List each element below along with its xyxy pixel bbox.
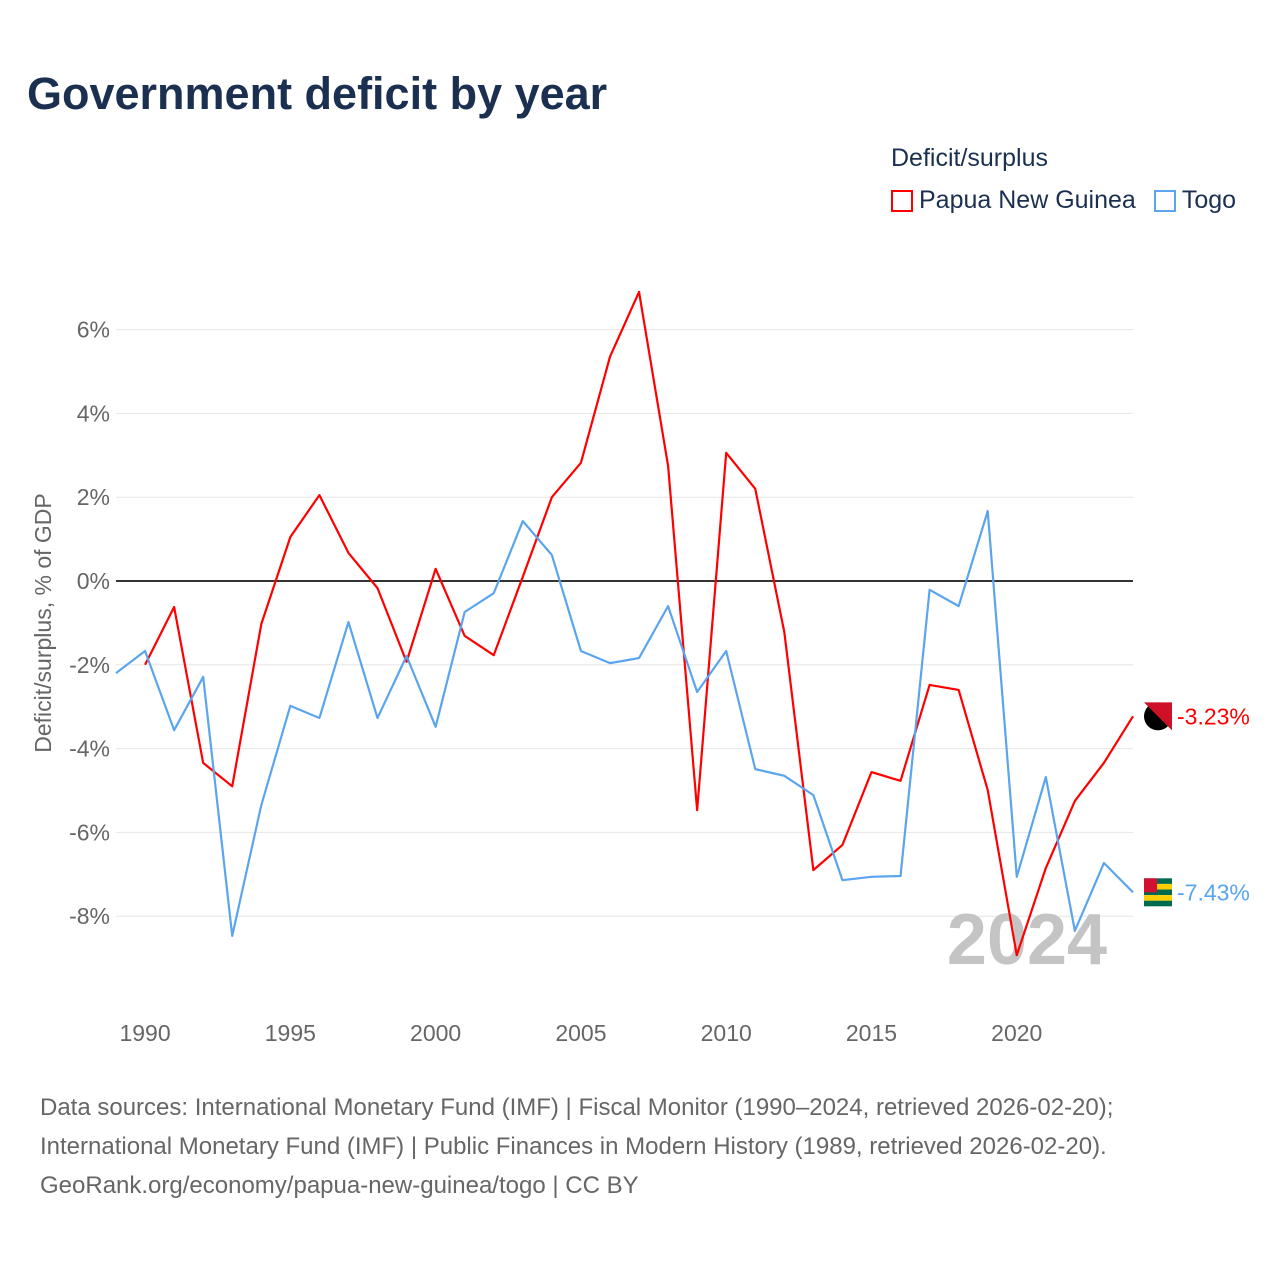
y-axis-label: Deficit/surplus, % of GDP bbox=[30, 493, 56, 752]
end-value-label-togo: -7.43% bbox=[1177, 879, 1250, 905]
legend-label: Papua New Guinea bbox=[919, 186, 1136, 214]
legend-label: Togo bbox=[1181, 186, 1237, 214]
chart-title: Government deficit by year bbox=[27, 68, 608, 119]
y-tick-label: -2% bbox=[69, 652, 110, 678]
year-watermark: 2024 bbox=[947, 900, 1107, 980]
y-tick-label: 6% bbox=[77, 317, 110, 343]
flag-stripe bbox=[1144, 900, 1172, 907]
legend-item-papua-new-guinea[interactable]: Papua New Guinea bbox=[891, 186, 1136, 215]
x-tick-label: 2015 bbox=[846, 1020, 897, 1046]
y-tick-label: -8% bbox=[69, 903, 110, 929]
flag-icon-papua-new-guinea bbox=[1144, 702, 1172, 731]
legend: Papua New Guinea Togo bbox=[891, 186, 1236, 215]
x-tick-label: 2010 bbox=[701, 1020, 752, 1046]
footer-line[interactable]: GeoRank.org/economy/papua-new-guinea/tog… bbox=[40, 1172, 639, 1199]
legend-swatch-togo bbox=[1153, 189, 1176, 212]
end-value-label-papua-new-guinea: -3.23% bbox=[1177, 703, 1250, 729]
flag-stripe bbox=[1144, 878, 1172, 884]
y-tick-label: -4% bbox=[69, 736, 110, 762]
x-tick-label: 1995 bbox=[265, 1020, 316, 1046]
flag-red-half bbox=[1144, 702, 1172, 731]
series-line-papua-new-guinea bbox=[144, 290, 1134, 957]
legend-item-togo[interactable]: Togo bbox=[1153, 186, 1237, 215]
flag-stripe bbox=[1144, 895, 1172, 901]
y-tick-label: 2% bbox=[77, 484, 110, 510]
flag-stripe bbox=[1144, 889, 1172, 896]
series-line-togo bbox=[115, 509, 1134, 937]
x-tick-label: 2005 bbox=[555, 1020, 606, 1046]
flag-icon-togo bbox=[1144, 878, 1172, 907]
flag-stripe bbox=[1144, 883, 1172, 890]
x-tick-label: 1990 bbox=[119, 1020, 170, 1046]
y-tick-label: -6% bbox=[69, 819, 110, 845]
footer-line: International Monetary Fund (IMF) | Publ… bbox=[40, 1133, 1107, 1160]
y-tick-label: 4% bbox=[77, 400, 110, 426]
legend-swatch-papua-new-guinea bbox=[891, 189, 913, 212]
footer-line: Data sources: International Monetary Fun… bbox=[40, 1094, 1114, 1121]
flag-canton bbox=[1144, 878, 1157, 893]
footer-sources: Data sources: International Monetary Fun… bbox=[40, 1088, 1113, 1205]
x-tick-label: 2000 bbox=[410, 1020, 461, 1046]
y-tick-label: 0% bbox=[77, 568, 110, 594]
x-tick-label: 2020 bbox=[991, 1020, 1042, 1046]
legend-title: Deficit/surplus bbox=[891, 144, 1048, 172]
